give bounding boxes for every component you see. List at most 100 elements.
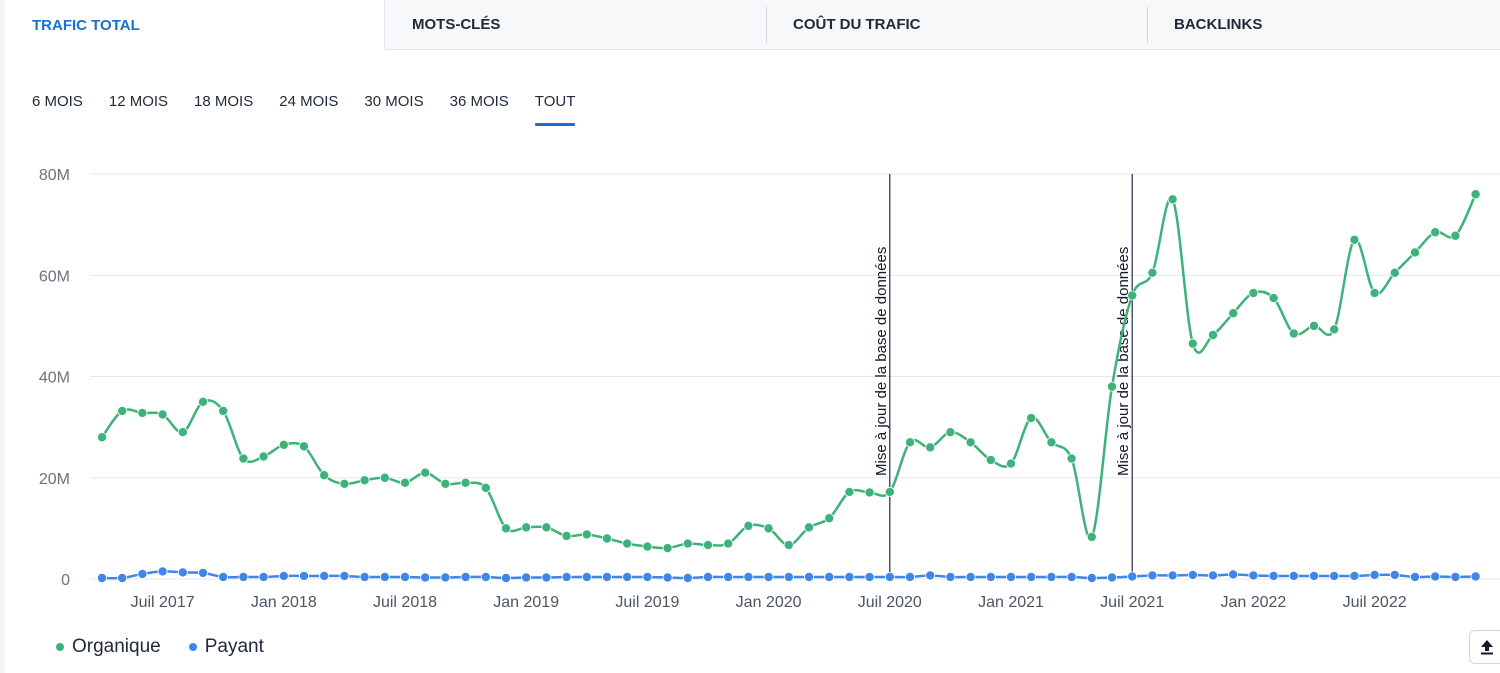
x-tick-label: Juil 2020 (858, 594, 922, 611)
y-tick-label: 60M (39, 268, 70, 285)
data-point-payant (319, 570, 330, 581)
legend-organique-dot (56, 643, 64, 651)
annotation-label: Mise à jour de la base de données (873, 247, 890, 476)
y-tick-label: 20M (39, 471, 70, 488)
data-point-payant (218, 571, 229, 582)
data-point-payant (1329, 570, 1340, 581)
data-point-payant (824, 571, 835, 582)
data-point-payant (804, 571, 815, 582)
data-point-payant (137, 568, 148, 579)
data-point-payant (682, 572, 693, 583)
data-point-organique (278, 439, 289, 450)
data-point-organique (258, 451, 269, 462)
data-point-organique (1329, 324, 1340, 335)
data-point-organique (440, 478, 451, 489)
data-point-organique (1410, 247, 1421, 258)
data-point-organique (1066, 453, 1077, 464)
data-point-organique (339, 478, 350, 489)
legend-organique[interactable]: Organique (56, 636, 161, 658)
data-point-payant (1006, 571, 1017, 582)
data-point-payant (1187, 569, 1198, 580)
data-point-organique (1086, 531, 1097, 542)
data-point-payant (238, 571, 249, 582)
data-point-payant (379, 571, 390, 582)
data-point-organique (521, 522, 532, 533)
data-point-organique (622, 538, 633, 549)
data-point-organique (298, 441, 309, 452)
legend-payant-label: Payant (204, 636, 264, 657)
y-tick-label: 80M (39, 167, 70, 184)
data-point-organique (500, 523, 511, 534)
period-36-mois[interactable]: 36 MOIS (449, 93, 509, 110)
period-tout[interactable]: TOUT (534, 90, 575, 126)
data-point-organique (723, 538, 734, 549)
export-button[interactable] (1469, 630, 1500, 664)
data-point-payant (945, 571, 956, 582)
period-24-mois[interactable]: 24 MOIS (279, 93, 339, 110)
data-point-payant (339, 570, 350, 581)
data-point-organique (844, 486, 855, 497)
data-point-payant (884, 571, 895, 582)
data-point-organique (682, 538, 693, 549)
data-point-payant (359, 571, 370, 582)
data-point-payant (500, 572, 511, 583)
data-point-organique (985, 455, 996, 466)
data-point-payant (581, 571, 592, 582)
data-point-organique (763, 523, 774, 534)
legend-payant[interactable]: Payant (188, 636, 264, 658)
tab-trafic-total[interactable]: TRAFIC TOTAL (5, 0, 385, 50)
data-point-organique (157, 409, 168, 420)
tab-mots-cles[interactable]: MOTS-CLÉS (385, 0, 766, 50)
data-point-organique (1248, 287, 1259, 298)
data-point-payant (460, 571, 471, 582)
data-point-organique (1228, 308, 1239, 319)
period-30-mois[interactable]: 30 MOIS (364, 93, 424, 110)
data-point-organique (581, 529, 592, 540)
data-point-payant (440, 572, 451, 583)
data-point-organique (1006, 458, 1017, 469)
data-point-payant (541, 572, 552, 583)
period-12-mois[interactable]: 12 MOIS (108, 93, 169, 110)
data-point-payant (521, 572, 532, 583)
data-point-payant (1208, 570, 1219, 581)
data-point-payant (1268, 570, 1279, 581)
data-point-payant (157, 566, 168, 577)
period-6-mois[interactable]: 6 MOIS (32, 93, 83, 110)
period-18-mois[interactable]: 18 MOIS (194, 93, 254, 110)
data-point-payant (905, 571, 916, 582)
data-point-organique (864, 487, 875, 498)
data-point-organique (1046, 437, 1057, 448)
data-point-organique (1026, 413, 1037, 424)
data-point-payant (117, 572, 128, 583)
data-point-organique (662, 543, 673, 554)
data-point-payant (480, 571, 491, 582)
data-point-payant (1450, 571, 1461, 582)
x-tick-label: Jan 2021 (978, 594, 1044, 611)
left-border (0, 0, 5, 673)
data-point-payant (298, 570, 309, 581)
data-point-organique (137, 407, 148, 418)
x-tick-label: Jan 2022 (1220, 594, 1286, 611)
data-point-payant (1309, 570, 1320, 581)
data-point-organique (97, 432, 108, 443)
data-point-organique (379, 472, 390, 483)
data-point-payant (642, 571, 653, 582)
data-point-organique (1349, 234, 1360, 245)
data-point-payant (177, 567, 188, 578)
data-point-organique (1208, 329, 1219, 340)
data-point-payant (1410, 571, 1421, 582)
tab-backlinks[interactable]: BACKLINKS (1147, 0, 1500, 50)
data-point-organique (561, 530, 572, 541)
data-point-payant (1248, 570, 1259, 581)
data-point-payant (703, 571, 714, 582)
data-point-payant (1470, 571, 1481, 582)
data-point-organique (177, 427, 188, 438)
data-point-payant (864, 571, 875, 582)
tab-cout-du-trafic[interactable]: COÛT DU TRAFIC (766, 0, 1147, 50)
data-point-payant (985, 571, 996, 582)
data-point-organique (1268, 293, 1279, 304)
data-point-organique (1187, 338, 1198, 349)
data-point-organique (1167, 194, 1178, 205)
data-point-organique (1309, 320, 1320, 331)
